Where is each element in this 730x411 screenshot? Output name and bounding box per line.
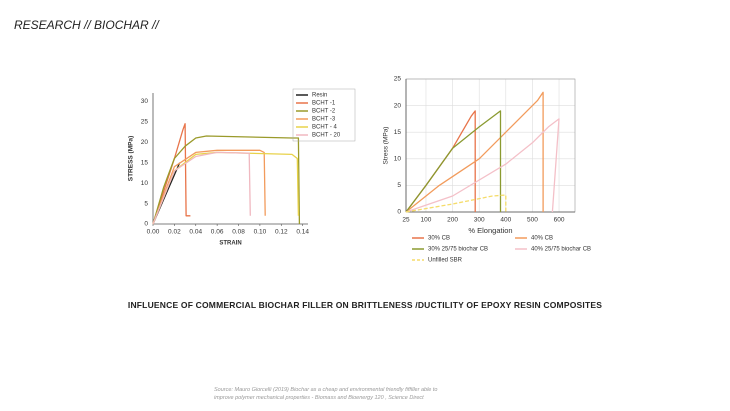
- x-tick-label: 0.14: [296, 229, 309, 236]
- y-tick-label: 0: [397, 209, 401, 216]
- y-tick-label: 10: [141, 180, 149, 187]
- legend-box: [292, 88, 356, 142]
- y-axis-label: Stress (MPa): [383, 127, 390, 165]
- header: RESEARCH // BIOCHAR //: [14, 18, 159, 32]
- source: Source: Mauro Giorcelli (2019) Biochar a…: [214, 386, 437, 402]
- y-tick-label: 25: [141, 118, 149, 125]
- legend-label: BCHT -3: [312, 117, 336, 123]
- y-tick-label: 30: [141, 98, 149, 105]
- x-tick-label: 100: [421, 217, 432, 224]
- series-line: [152, 123, 191, 225]
- legend-label: 40% CB: [531, 236, 553, 242]
- series-line: [152, 135, 301, 225]
- y-tick-label: 0: [144, 221, 148, 228]
- y-tick-label: 5: [397, 182, 401, 189]
- legend-label: BCHT - 20: [312, 133, 341, 139]
- series-line: [405, 118, 560, 213]
- y-tick-label: 20: [394, 102, 402, 109]
- x-tick-label: 300: [474, 217, 485, 224]
- x-tick-label: 25: [402, 217, 410, 224]
- x-tick-label: 0.06: [211, 229, 224, 236]
- source-line: Source: Mauro Giorcelli (2019) Biochar a…: [214, 387, 438, 393]
- x-axis-label: STRAIN: [219, 241, 241, 247]
- series-line: [152, 151, 251, 225]
- caption: INFLUENCE OF COMMERCIAL BIOCHAR FILLER O…: [127, 300, 603, 310]
- x-tick-label: 0.12: [275, 229, 288, 236]
- x-tick-label: 0.00: [147, 229, 160, 236]
- y-axis-label: STRESS (MPa): [128, 136, 135, 182]
- x-tick-label: 0.08: [232, 229, 245, 236]
- source-line: improve polymer mechanical properties - …: [214, 395, 424, 401]
- x-tick-label: 600: [554, 217, 565, 224]
- legend-label: 30% 25/75 biochar CB: [428, 247, 488, 253]
- x-tick-label: 0.10: [254, 229, 267, 236]
- legend-label: Unfilled SBR: [428, 258, 463, 264]
- series-line: [405, 91, 544, 213]
- series-line: [405, 110, 476, 213]
- y-tick-label: 20: [141, 139, 149, 146]
- series-line: [405, 110, 502, 213]
- x-tick-label: 0.02: [168, 229, 181, 236]
- legend-label: BCHT - 4: [312, 125, 338, 131]
- x-tick-label: 0.04: [189, 229, 202, 236]
- y-tick-label: 15: [141, 159, 149, 166]
- y-tick-label: 25: [394, 76, 402, 83]
- y-tick-label: 10: [394, 156, 402, 163]
- y-tick-label: 5: [144, 200, 148, 207]
- x-tick-label: 200: [447, 217, 458, 224]
- x-axis-label: % Elongation: [468, 226, 512, 235]
- y-tick-label: 15: [394, 129, 402, 136]
- series-line: [152, 151, 300, 225]
- series-line: [152, 149, 266, 225]
- legend-label: BCHT -2: [312, 109, 336, 115]
- x-tick-label: 500: [527, 217, 538, 224]
- legend-label: 40% 25/75 biochar CB: [531, 247, 591, 253]
- x-tick-label: 400: [500, 217, 511, 224]
- legend-label: Resin: [312, 93, 327, 99]
- legend-label: 30% CB: [428, 236, 450, 242]
- series-line: [405, 194, 507, 213]
- legend-label: BCHT -1: [312, 101, 336, 107]
